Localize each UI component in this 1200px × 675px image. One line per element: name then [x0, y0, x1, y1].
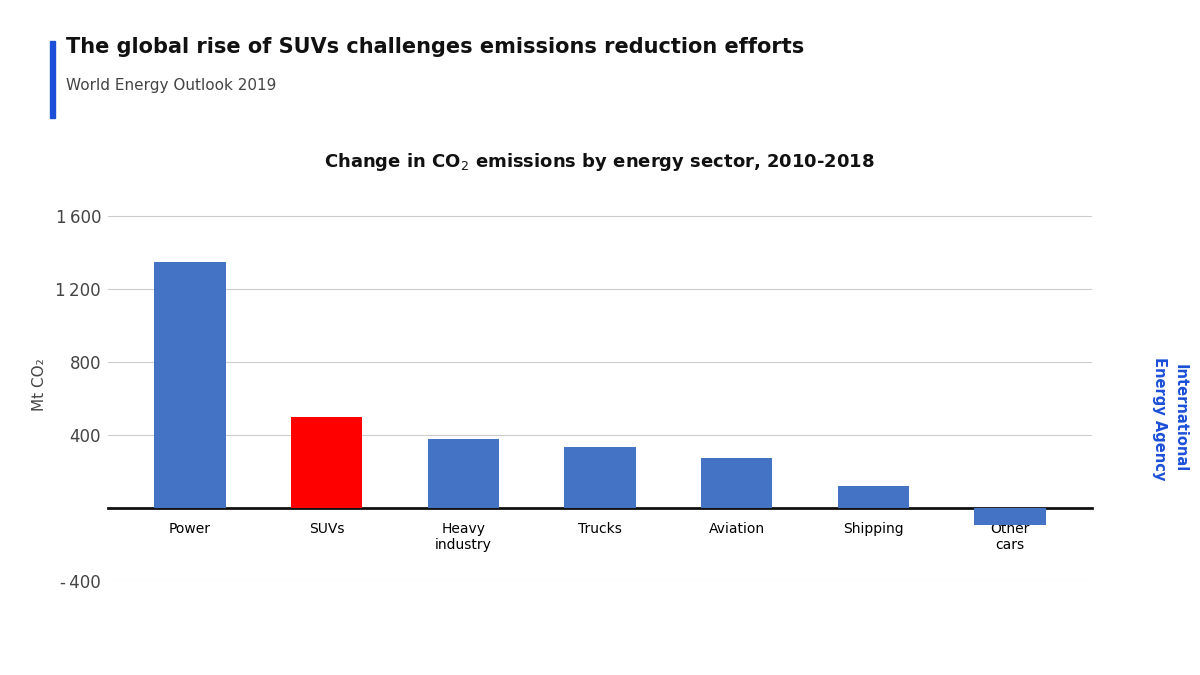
Text: International
Energy Agency: International Energy Agency [1152, 357, 1188, 480]
Bar [155, 262, 226, 508]
Bar [838, 486, 908, 508]
Text: World Energy Outlook 2019: World Energy Outlook 2019 [66, 78, 276, 92]
Text: The global rise of SUVs challenges emissions reduction efforts: The global rise of SUVs challenges emiss… [66, 37, 804, 57]
Title: Change in CO$_2$ emissions by energy sector, 2010-2018: Change in CO$_2$ emissions by energy sec… [324, 151, 876, 173]
Bar [974, 508, 1045, 525]
Y-axis label: Mt CO₂: Mt CO₂ [32, 358, 47, 411]
Bar [428, 439, 499, 508]
Bar [564, 447, 636, 508]
Bar [701, 458, 773, 508]
Bar [292, 416, 362, 508]
